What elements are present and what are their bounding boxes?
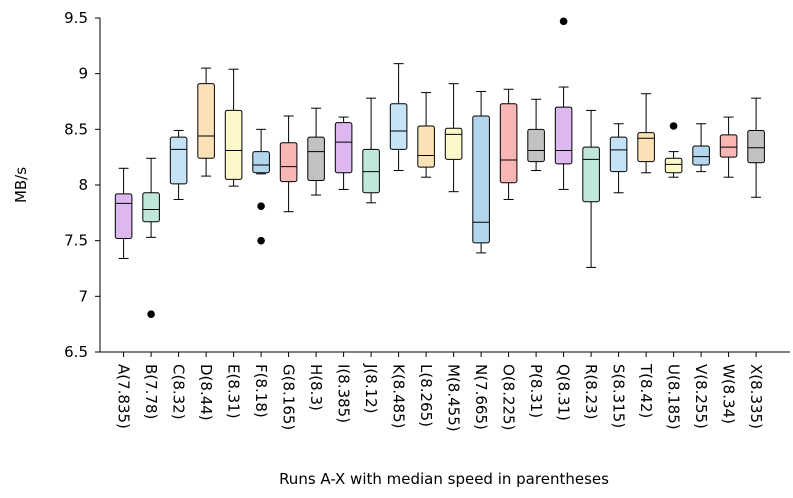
y-axis-label: MB/s (12, 167, 30, 203)
y-tick-label: 7 (78, 287, 88, 305)
x-tick-label: K(8.485) (390, 364, 408, 428)
box-group (692, 123, 710, 173)
x-tick-label: F(8.18) (252, 364, 270, 418)
outlier-point (559, 17, 568, 26)
y-tick-label: 8 (78, 176, 88, 194)
outlier-point (257, 202, 265, 210)
y-tick-label: 8.5 (64, 120, 88, 138)
x-tick-label: G(8.165) (280, 364, 298, 430)
iqr-box (114, 193, 133, 239)
box-group (637, 93, 655, 174)
iqr-box (252, 151, 270, 174)
y-tick-label: 9 (78, 65, 88, 83)
outlier-point (257, 236, 265, 245)
x-tick-label: L(8.265) (417, 364, 435, 427)
box-group (252, 128, 270, 245)
iqr-box (554, 106, 573, 165)
iqr-box (362, 148, 380, 194)
box-group (747, 97, 765, 198)
y-tick-label: 6.5 (64, 343, 88, 361)
box-group (142, 157, 160, 318)
x-tick-label: C(8.32) (170, 364, 188, 420)
iqr-box (334, 122, 353, 174)
iqr-box (142, 192, 160, 223)
box-group (417, 92, 435, 178)
x-tick-label: E(8.31) (225, 364, 243, 419)
outlier-point (669, 122, 678, 130)
iqr-box (692, 145, 710, 166)
x-tick-label: T(8.42) (637, 363, 655, 418)
iqr-box (609, 136, 628, 173)
x-tick-label: P(8.31) (527, 364, 545, 418)
box-group (499, 88, 518, 200)
box-group (582, 109, 600, 268)
x-tick-label: H(8.3) (307, 364, 325, 411)
x-tick-label: O(8.225) (500, 364, 518, 430)
box-group (362, 97, 380, 204)
x-axis-label: Runs A-X with median speed in parenthese… (279, 470, 609, 488)
iqr-box (747, 129, 765, 164)
x-tick-label: M(8.455) (445, 364, 463, 432)
y-ticks: 6.5 7 7.5 8 8.5 9 9.5 (64, 9, 100, 361)
x-tick-label: X(8.335) (747, 364, 765, 429)
iqr-box (664, 157, 683, 174)
iqr-box (417, 125, 435, 168)
x-tick-label: I(8.385) (335, 364, 353, 423)
x-ticks: A(7.835) B(7.78) C(8.32) D(8.44) E(8.31) F(8.… (115, 352, 765, 432)
box-group (279, 115, 298, 213)
box-group (334, 116, 353, 190)
box-group (197, 67, 215, 177)
iqr-box (472, 115, 490, 244)
iqr-box (527, 128, 545, 163)
x-tick-label: B(7.78) (142, 364, 160, 419)
iqr-box (224, 109, 243, 180)
box-group (389, 63, 408, 172)
iqr-box (307, 136, 325, 182)
box-group (307, 107, 325, 196)
x-tick-label: R(8.23) (582, 364, 600, 420)
iqr-box (279, 142, 298, 183)
x-tick-label: V(8.255) (692, 364, 710, 429)
iqr-box (169, 136, 188, 185)
iqr-box (444, 127, 463, 160)
x-tick-label: N(7.665) (472, 364, 490, 430)
box-group (224, 68, 243, 187)
iqr-box (719, 134, 738, 158)
box-group (114, 167, 133, 259)
iqr-box (637, 132, 655, 163)
iqr-box (582, 146, 600, 203)
iqr-box (389, 103, 408, 150)
x-tick-label: D(8.44) (197, 364, 215, 421)
box-group (444, 83, 463, 193)
box-group (554, 17, 573, 190)
iqr-box (197, 83, 215, 159)
x-tick-label: S(8.315) (610, 364, 628, 428)
x-tick-label: Q(8.31) (555, 364, 573, 421)
box-group (664, 122, 683, 178)
box-series (114, 17, 765, 318)
box-group (169, 129, 188, 200)
box-group (527, 98, 545, 172)
y-tick-label: 9.5 (64, 9, 88, 27)
x-tick-label: J(8.12) (362, 363, 380, 414)
x-tick-label: A(7.835) (115, 364, 133, 429)
box-group (719, 116, 738, 178)
box-group (472, 90, 490, 254)
outlier-point (147, 310, 155, 318)
iqr-box (499, 103, 518, 184)
box-group (609, 123, 628, 194)
x-tick-label: W(8.34) (720, 364, 738, 424)
x-tick-label: U(8.185) (665, 364, 683, 430)
y-tick-label: 7.5 (64, 232, 88, 250)
